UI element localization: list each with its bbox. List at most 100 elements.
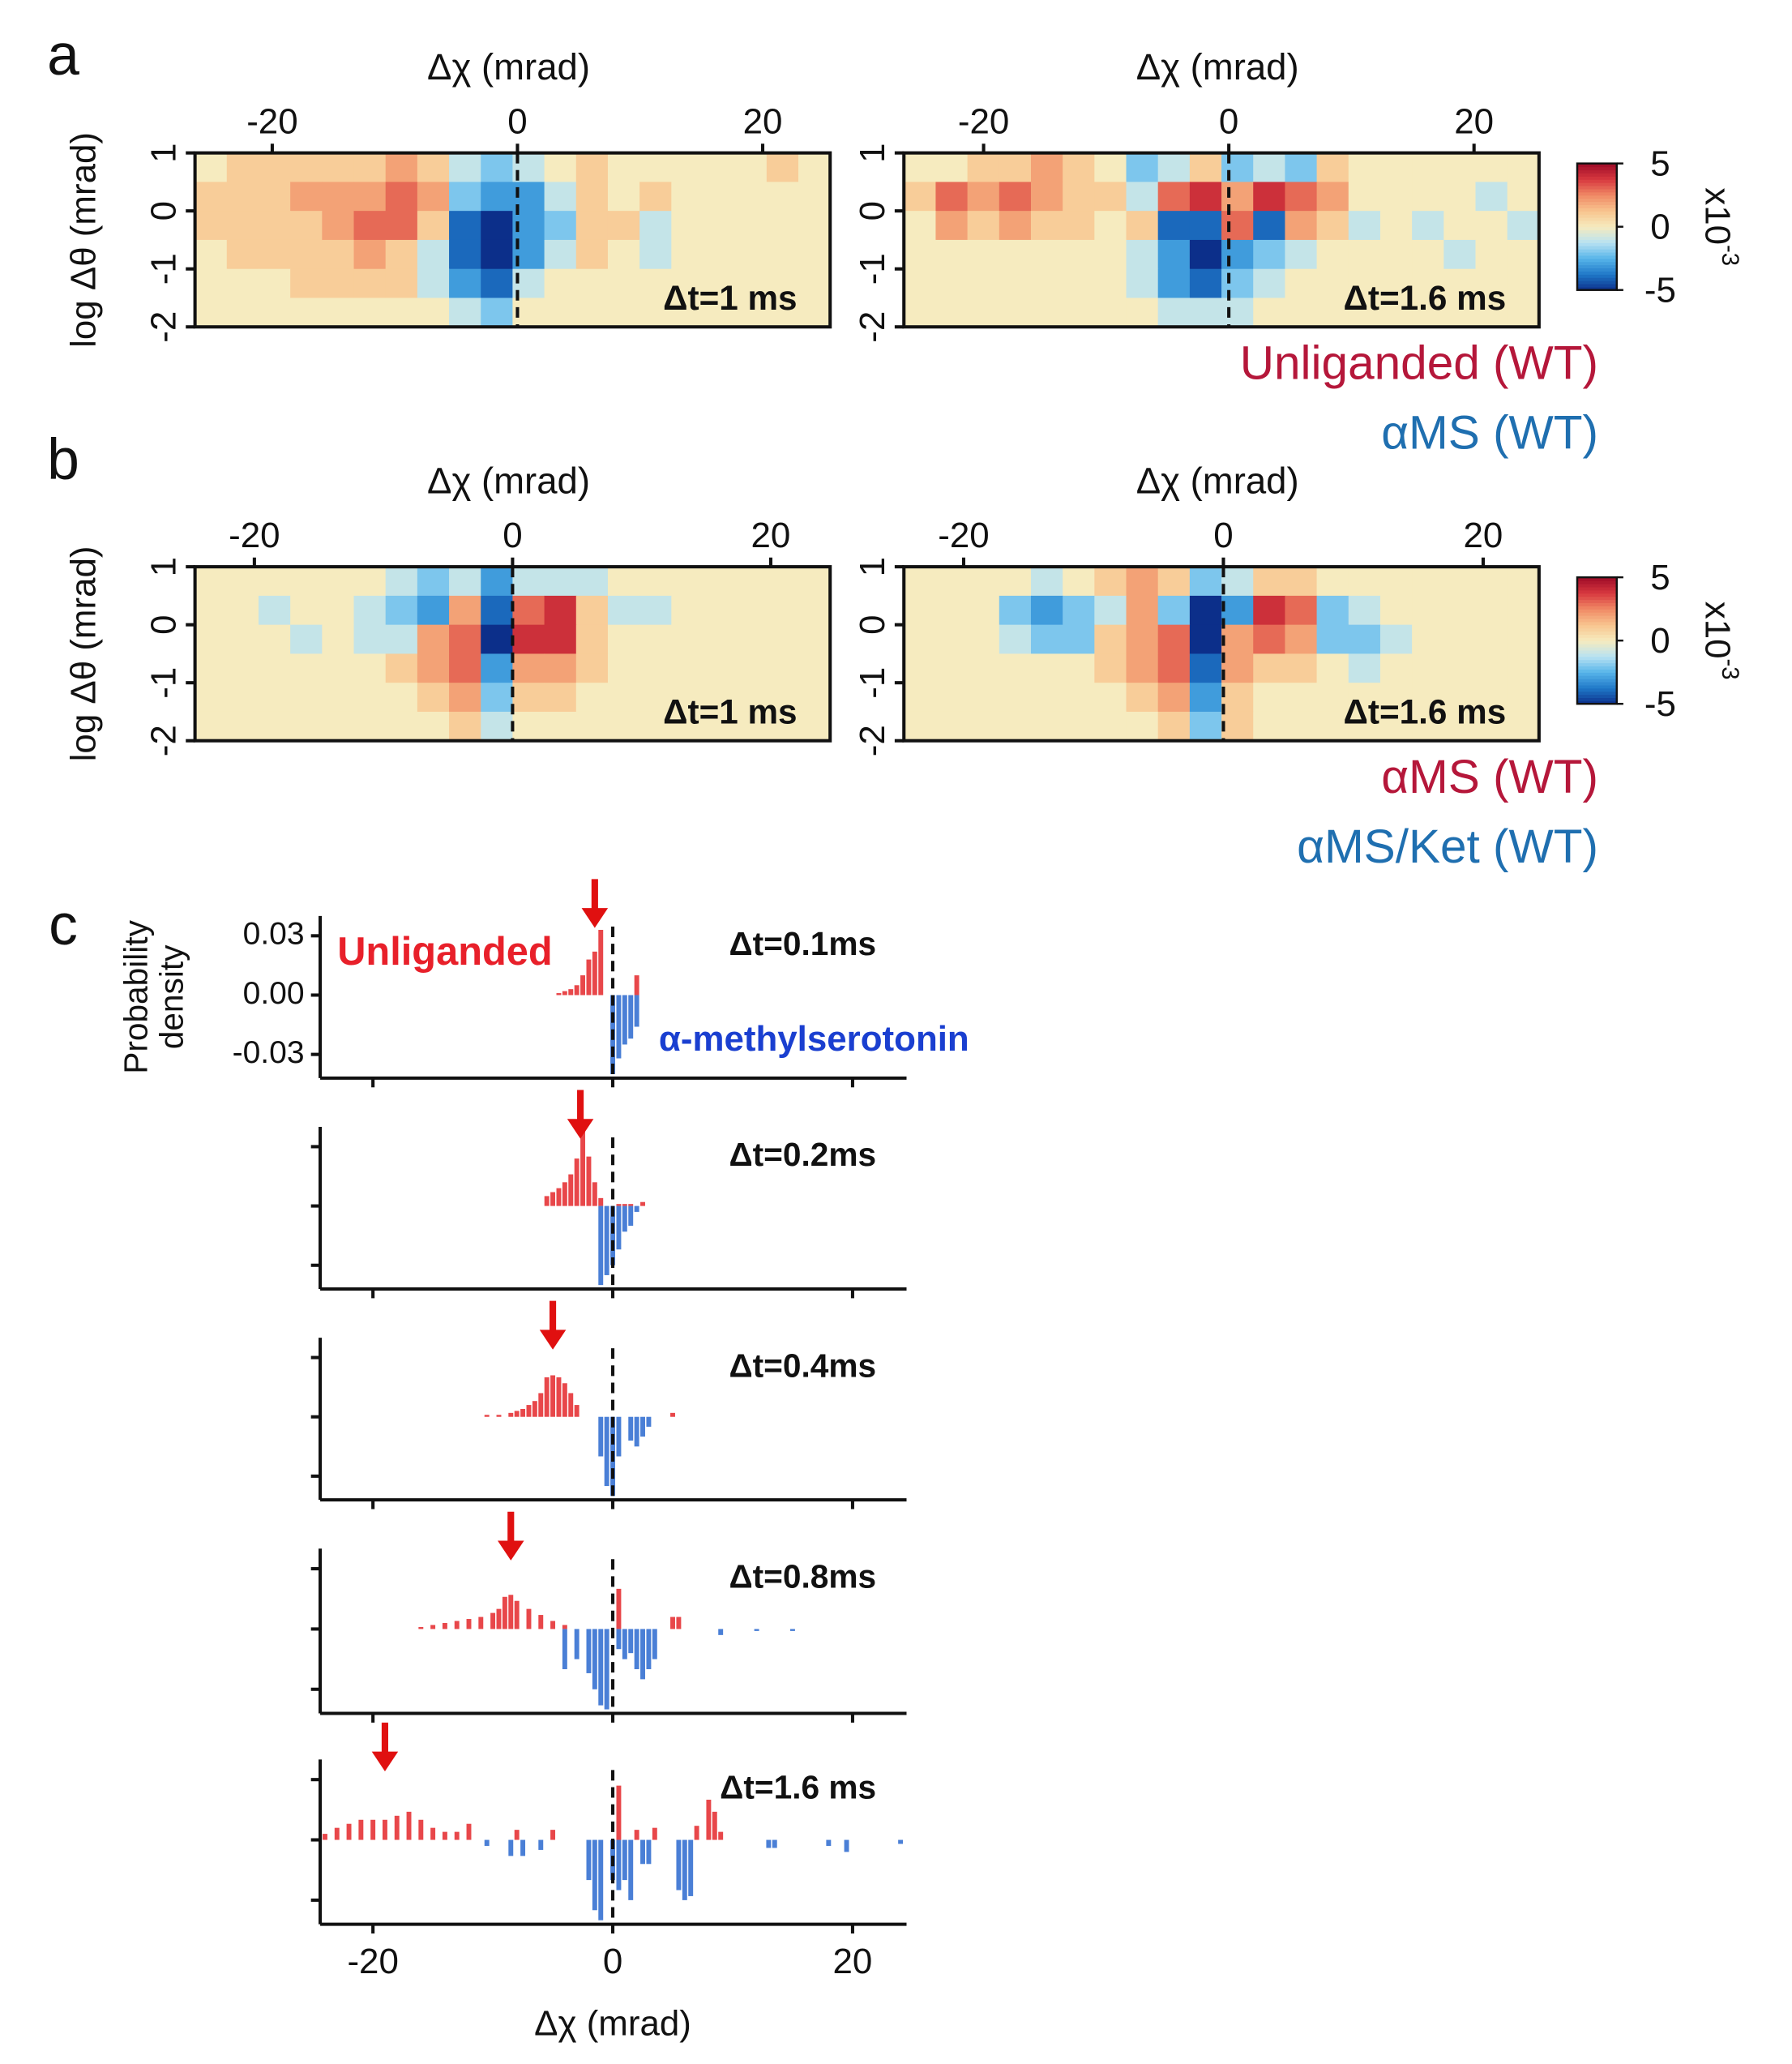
heat-cell	[734, 298, 768, 328]
bar	[454, 1621, 460, 1629]
heat-cell	[1030, 211, 1063, 241]
heat-cell	[1063, 268, 1095, 299]
heat-cell	[417, 711, 450, 742]
heat-cell	[935, 653, 969, 683]
heat-cell	[1157, 239, 1191, 270]
arrow-head	[567, 1119, 594, 1139]
colorbar-swatch	[1577, 593, 1617, 597]
heat-cell	[1348, 298, 1381, 328]
y-tick-label: 0.03	[243, 917, 305, 952]
heat-cell	[1475, 298, 1508, 328]
colorbar-swatch	[1577, 233, 1617, 238]
colorbar-swatch	[1577, 583, 1617, 588]
heat-cell	[353, 182, 387, 212]
heat-cell	[544, 711, 577, 742]
heat-cell	[1126, 683, 1159, 713]
heat-cell	[481, 152, 514, 183]
bar	[358, 1819, 364, 1840]
heat-cell	[417, 567, 450, 597]
bar	[898, 1839, 904, 1844]
bar	[502, 1596, 507, 1629]
y-tick-label: -0.03	[233, 1035, 305, 1070]
heat-cell	[1443, 653, 1477, 683]
heat-cell	[1063, 711, 1095, 742]
heat-cell	[607, 653, 640, 683]
heat-cell	[1348, 653, 1381, 683]
colorbar-swatch	[1577, 208, 1617, 212]
bar	[628, 1416, 634, 1441]
heat-cell	[1030, 298, 1063, 328]
bar	[592, 1182, 597, 1206]
heat-cell	[1157, 624, 1191, 655]
colorbar-swatch	[1577, 274, 1617, 278]
heat-cell	[1443, 298, 1477, 328]
heat-cell	[607, 683, 640, 713]
heat-cell	[1285, 239, 1318, 270]
heat-cell	[1189, 239, 1222, 270]
heat-cell	[417, 268, 450, 299]
heat-cell	[1253, 239, 1286, 270]
heat-cell	[1285, 711, 1318, 742]
heat-cell	[1379, 211, 1413, 241]
bar	[550, 1375, 556, 1417]
heat-cell	[575, 624, 609, 655]
heat-cell	[1379, 653, 1413, 683]
heat-cell	[1285, 268, 1318, 299]
colorbar-swatch	[1577, 198, 1617, 203]
heat-cell	[1348, 567, 1381, 597]
colorbar-tick-label: 0	[1650, 208, 1670, 247]
heat-cell	[1507, 567, 1540, 597]
bar	[646, 1416, 652, 1427]
heat-cell	[226, 653, 259, 683]
bar	[598, 1839, 604, 1921]
heat-cell	[1379, 595, 1413, 626]
heat-cell	[1221, 567, 1254, 597]
colorbar-swatch	[1577, 176, 1617, 180]
heat-cell	[967, 182, 1000, 212]
heat-cell	[1443, 211, 1477, 241]
heat-cell	[1285, 211, 1318, 241]
bar	[592, 951, 597, 996]
bar	[592, 1839, 597, 1911]
bar	[694, 1826, 699, 1840]
bar	[670, 1617, 675, 1629]
bar	[586, 1839, 592, 1881]
heat-cell	[798, 711, 831, 742]
colorbar-swatch	[1577, 675, 1617, 679]
heat-cell	[639, 239, 672, 270]
colorbar-tick-label: 5	[1650, 558, 1670, 597]
heat-cell	[481, 298, 514, 328]
heat-cell	[1379, 711, 1413, 742]
heat-cell	[449, 211, 481, 241]
heat-cell	[226, 298, 259, 328]
heat-cell	[385, 182, 418, 212]
heat-cell	[481, 268, 514, 299]
x-axis-label: Δχ (mrad)	[1136, 460, 1299, 502]
heat-cell	[935, 239, 969, 270]
heat-cell	[935, 152, 969, 183]
heat-cell	[385, 567, 418, 597]
heat-cell	[766, 182, 799, 212]
bar	[562, 1182, 567, 1206]
bar	[622, 1629, 627, 1659]
heat-cell	[449, 711, 481, 742]
y-tick-label: 0	[853, 201, 892, 221]
heat-cell	[1379, 624, 1413, 655]
y-axis-label: density	[152, 944, 190, 1049]
heat-cell	[1316, 567, 1349, 597]
heat-cell	[766, 683, 799, 713]
heat-cell	[226, 595, 259, 626]
heat-cell	[258, 683, 291, 713]
colorbar-swatch	[1577, 280, 1617, 285]
bar	[556, 1188, 562, 1206]
heat-cell	[1348, 711, 1381, 742]
heat-cell	[1094, 683, 1127, 713]
heat-cell	[1221, 211, 1254, 241]
annotation: Δt=1 ms	[663, 692, 797, 730]
heat-cell	[798, 239, 831, 270]
heat-cell	[999, 268, 1032, 299]
bar	[382, 1819, 387, 1840]
heat-cell	[1443, 567, 1477, 597]
heat-cell	[544, 653, 577, 683]
legend-entry: Unliganded (WT)	[1240, 336, 1598, 389]
